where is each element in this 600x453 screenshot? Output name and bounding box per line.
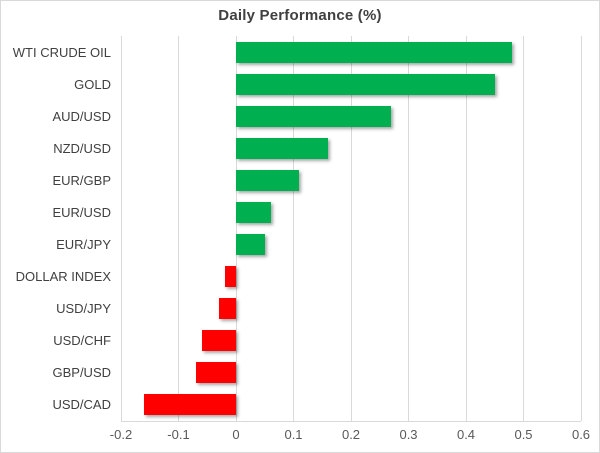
- bar-eur-gbp: [236, 169, 300, 191]
- bar-usd-chf: [201, 330, 236, 352]
- category-label: GBP/USD: [52, 365, 111, 381]
- category-label: USD/JPY: [56, 301, 111, 317]
- bar-usd-jpy: [218, 298, 236, 320]
- category-label: AUD/USD: [52, 108, 111, 124]
- category-label: USD/CHF: [53, 333, 111, 349]
- x-tick-label: 0: [232, 427, 240, 442]
- x-tick-label: 0.5: [514, 427, 533, 442]
- chart-title: Daily Performance (%): [218, 7, 382, 24]
- bar-dollar-index: [224, 266, 236, 288]
- gridline: [408, 36, 409, 421]
- bar-usd-cad: [144, 394, 236, 416]
- gridline: [465, 36, 467, 421]
- x-tick-label: -0.1: [167, 427, 190, 442]
- x-tick-label: 0.4: [456, 427, 476, 442]
- x-tick-label: 0.3: [399, 427, 418, 442]
- gridline: [350, 36, 352, 421]
- x-tick-label: 0.6: [571, 427, 591, 442]
- category-label: USD/CAD: [52, 397, 111, 413]
- bar-wti-crude-oil: [236, 41, 512, 63]
- category-label: EUR/USD: [52, 204, 111, 220]
- gridline: [580, 36, 582, 421]
- bar-aud-usd: [236, 105, 392, 127]
- category-label: WTI CRUDE OIL: [12, 44, 111, 60]
- bar-nzd-usd: [236, 137, 328, 159]
- category-label: NZD/USD: [53, 140, 111, 156]
- gridline: [293, 36, 294, 421]
- bar-eur-jpy: [236, 234, 265, 256]
- gridline: [178, 36, 179, 421]
- category-label: DOLLAR INDEX: [15, 269, 111, 285]
- bar-gold: [236, 73, 495, 95]
- bar-gbp-usd: [195, 362, 236, 384]
- category-label: GOLD: [74, 76, 111, 92]
- x-tick-label: 0.1: [284, 427, 303, 442]
- gridline: [523, 36, 524, 421]
- gridline: [120, 36, 122, 421]
- category-label: EUR/JPY: [56, 237, 111, 253]
- x-tick-label: -0.2: [109, 427, 133, 442]
- x-tick-label: 0.2: [341, 427, 361, 442]
- category-label: EUR/GBP: [52, 172, 111, 188]
- x-axis-line: [121, 421, 581, 422]
- bar-eur-usd: [236, 201, 271, 223]
- gridline: [235, 36, 237, 421]
